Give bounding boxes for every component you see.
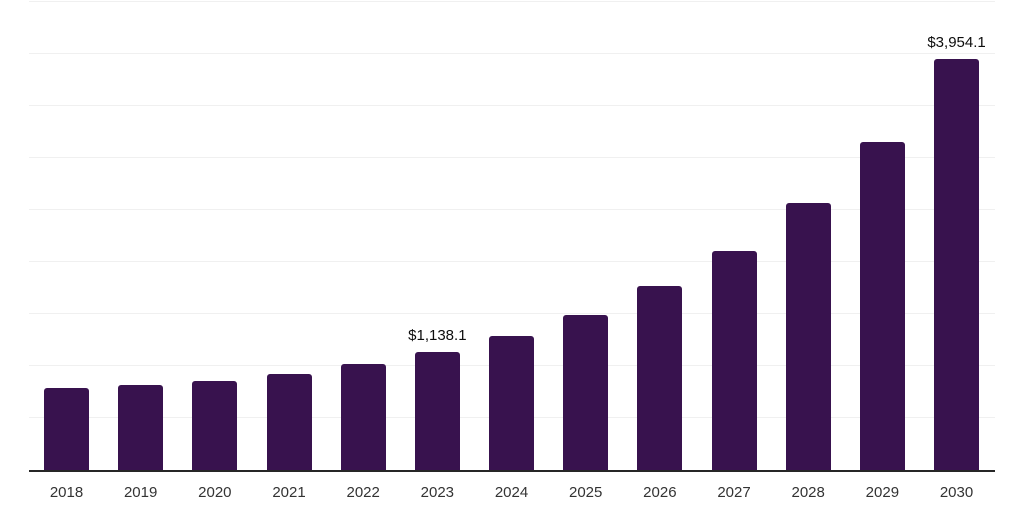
x-tick-label: 2029 (865, 484, 900, 501)
x-tick-label: 2021 (272, 484, 306, 501)
bar-2024 (489, 335, 535, 470)
x-tick-label: 2019 (123, 484, 158, 501)
bar-2028 (785, 203, 831, 470)
bar-2027 (711, 250, 757, 470)
gridline (29, 53, 995, 54)
gridline (29, 105, 995, 106)
x-tick-label: 2026 (643, 484, 677, 501)
bar-2023 (414, 351, 460, 470)
x-tick-label: 2030 (939, 484, 974, 501)
gridline (29, 157, 995, 158)
bar-2026 (637, 286, 683, 470)
bar-2022 (340, 364, 386, 470)
gridline (29, 313, 995, 314)
x-tick-label: 2022 (346, 484, 380, 501)
x-tick-label: 2027 (717, 484, 751, 501)
x-tick-label: 2018 (49, 484, 84, 501)
gridline (29, 209, 995, 210)
bar-2018 (44, 388, 89, 470)
x-tick-label: 2024 (494, 484, 529, 501)
x-tick-label: 2020 (198, 484, 232, 501)
bar-2020 (192, 381, 238, 470)
x-tick-label: 2028 (791, 484, 825, 501)
x-tick-label: 2025 (569, 484, 603, 501)
plot-area: $1,138.1 $3,954.1 (29, 1, 995, 472)
bar-value-label: $3,954.1 (927, 33, 986, 51)
bar-2019 (118, 384, 164, 470)
bar-2029 (859, 141, 905, 470)
bar-2021 (266, 373, 312, 470)
gridline (29, 261, 995, 262)
bar-2030 (934, 58, 980, 470)
x-tick-label: 2023 (420, 484, 455, 501)
bar-2025 (563, 314, 609, 470)
bar-value-label: $1,138.1 (408, 326, 467, 344)
gridline (29, 1, 995, 2)
